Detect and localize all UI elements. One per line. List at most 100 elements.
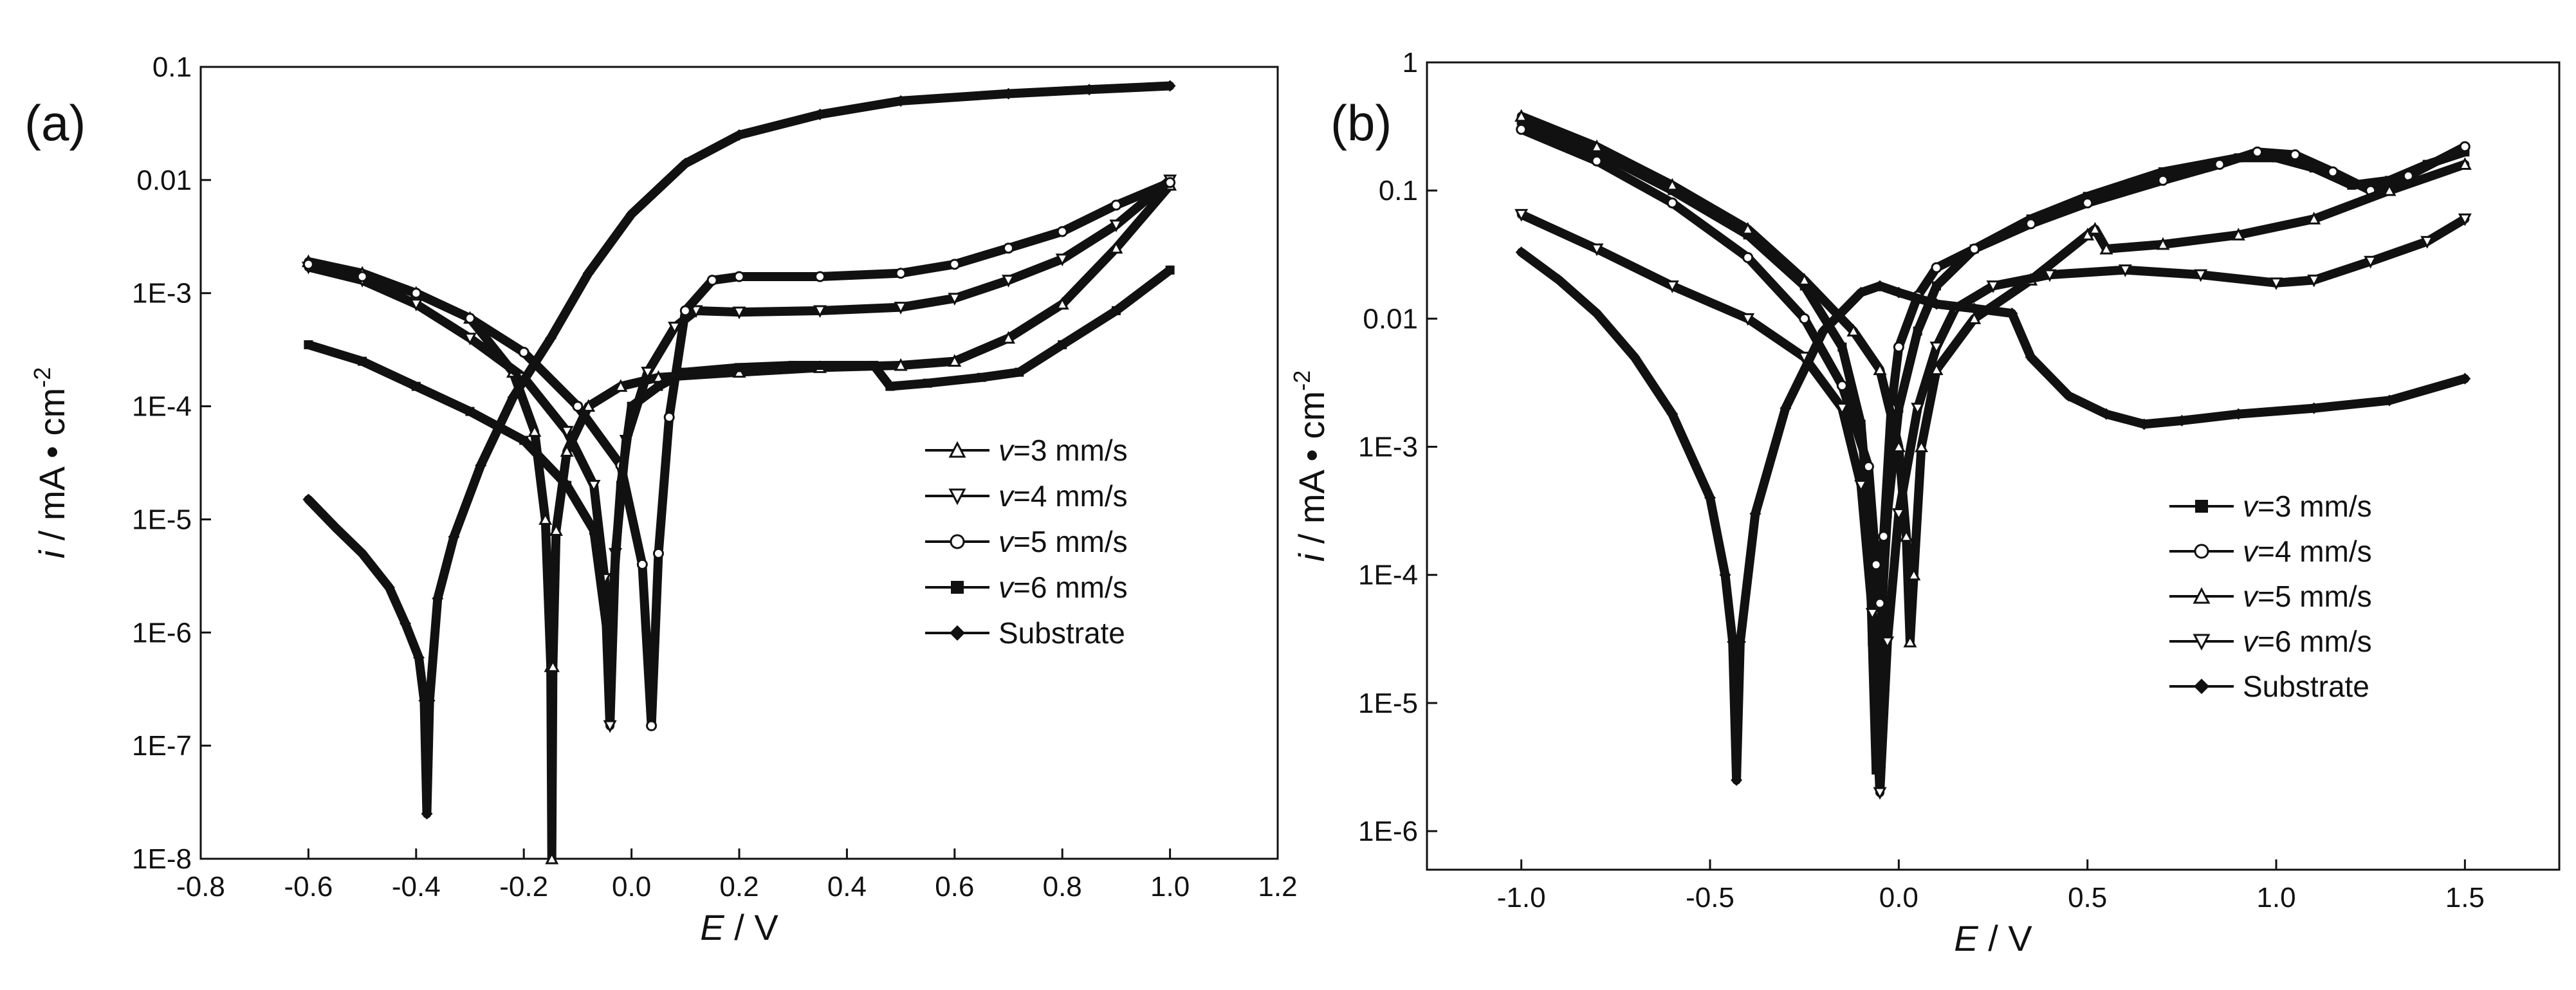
data-point	[2043, 269, 2057, 282]
data-point	[304, 340, 313, 349]
series-triangle-down-4	[1514, 208, 2472, 800]
data-point	[518, 347, 529, 358]
data-point	[1058, 340, 1067, 349]
data-point	[2307, 212, 2321, 225]
data-point	[894, 302, 908, 315]
x-tick-label: 0.8	[1043, 871, 1082, 903]
legend-marker-square	[2195, 500, 2208, 513]
data-point	[2138, 418, 2150, 430]
y-tick-label: 1	[1403, 47, 1418, 78]
data-point	[1109, 219, 1123, 233]
legend-label: v=4 mm/s	[2243, 535, 2372, 568]
y-tick-label: 1E-4	[1358, 560, 1418, 591]
data-point	[560, 426, 574, 439]
plot-frame	[1426, 61, 2561, 871]
data-point	[1666, 408, 1679, 420]
data-point	[538, 512, 553, 525]
data-point	[1665, 280, 1679, 293]
data-point	[788, 360, 798, 370]
legend-marker-circle	[950, 534, 965, 549]
data-point	[2308, 402, 2320, 414]
data-point	[1590, 243, 1604, 257]
data-point	[507, 391, 519, 403]
data-point	[358, 356, 367, 366]
data-point	[1002, 87, 1015, 100]
y-tick-label: 1E-6	[1358, 816, 1418, 847]
data-point	[1881, 636, 1895, 650]
legend-label: Substrate	[2243, 670, 2369, 703]
data-point	[329, 521, 342, 533]
data-point	[2232, 408, 2245, 420]
data-point	[2289, 149, 2301, 161]
data-point	[2252, 146, 2263, 158]
legend-marker-triangle-up	[948, 441, 966, 458]
data-point	[2101, 408, 2112, 420]
legend-text: =6 mm/s	[1013, 571, 1128, 604]
data-point	[625, 208, 638, 220]
data-point	[948, 354, 962, 367]
data-point	[602, 628, 612, 637]
data-point	[679, 158, 692, 170]
y-axis-variable: i	[1291, 553, 1332, 562]
x-tick-label: 0.0	[612, 871, 651, 903]
data-point	[652, 547, 664, 559]
series-triangle-up-3	[1514, 109, 2472, 648]
data-point	[2081, 228, 2095, 241]
legend: v=3 mm/sv=4 mm/sv=5 mm/sv=6 mm/sSubstrat…	[2169, 490, 2372, 703]
y-axis-exponent: -2	[1289, 371, 1315, 391]
data-point	[463, 333, 477, 345]
data-point	[2384, 394, 2395, 407]
data-point	[1894, 403, 1904, 413]
x-axis-unit: / V	[1978, 918, 2033, 958]
y-tick-label: 0.01	[1363, 303, 1418, 335]
data-point	[1665, 178, 1679, 191]
data-point	[1913, 326, 1922, 336]
x-tick-label: -0.5	[1686, 882, 1734, 913]
data-point	[654, 381, 663, 391]
x-axis-variable: E	[700, 907, 724, 948]
data-point	[1891, 508, 1906, 521]
data-point	[1109, 241, 1123, 254]
series-square-4	[304, 265, 1175, 717]
data-point	[1110, 199, 1122, 211]
data-point	[2458, 213, 2472, 226]
data-point	[2157, 174, 2169, 186]
y-axis-title: i / mA • cm-2	[1289, 371, 1332, 562]
data-point	[1899, 529, 1913, 542]
data-point	[1929, 342, 1944, 354]
data-point	[948, 293, 962, 306]
data-point	[949, 259, 961, 270]
y-tick-label: 1E-3	[1358, 432, 1418, 463]
data-point	[545, 851, 559, 865]
x-tick-label: 1.0	[2256, 882, 2295, 913]
legend-label: v=5 mm/s	[2243, 580, 2372, 613]
legend-variable: v	[998, 525, 1015, 558]
data-point	[2269, 277, 2283, 291]
data-point	[2006, 307, 2018, 320]
data-point	[608, 594, 618, 603]
data-point	[614, 379, 628, 392]
data-point	[356, 271, 368, 282]
data-point	[562, 481, 572, 490]
data-point	[1727, 636, 1739, 648]
series-line	[1516, 248, 2470, 785]
data-point	[1628, 351, 1641, 363]
data-point	[589, 526, 599, 535]
data-point	[1516, 124, 1527, 135]
data-point	[869, 360, 879, 370]
series-line	[304, 265, 1175, 717]
legend-label: v=4 mm/s	[998, 479, 1128, 513]
data-point	[1055, 253, 1069, 266]
series-diamond-5	[1515, 246, 2471, 786]
data-point	[410, 288, 422, 299]
data-point	[895, 268, 906, 279]
data-point	[465, 313, 475, 324]
panel-label: (b)	[1330, 95, 1392, 151]
data-point	[641, 367, 655, 380]
data-point	[2420, 235, 2434, 249]
data-point	[1164, 177, 1176, 188]
data-point	[2327, 166, 2339, 178]
x-tick-label: -0.8	[176, 871, 225, 903]
data-point	[689, 305, 703, 318]
series-line	[1516, 116, 2470, 775]
